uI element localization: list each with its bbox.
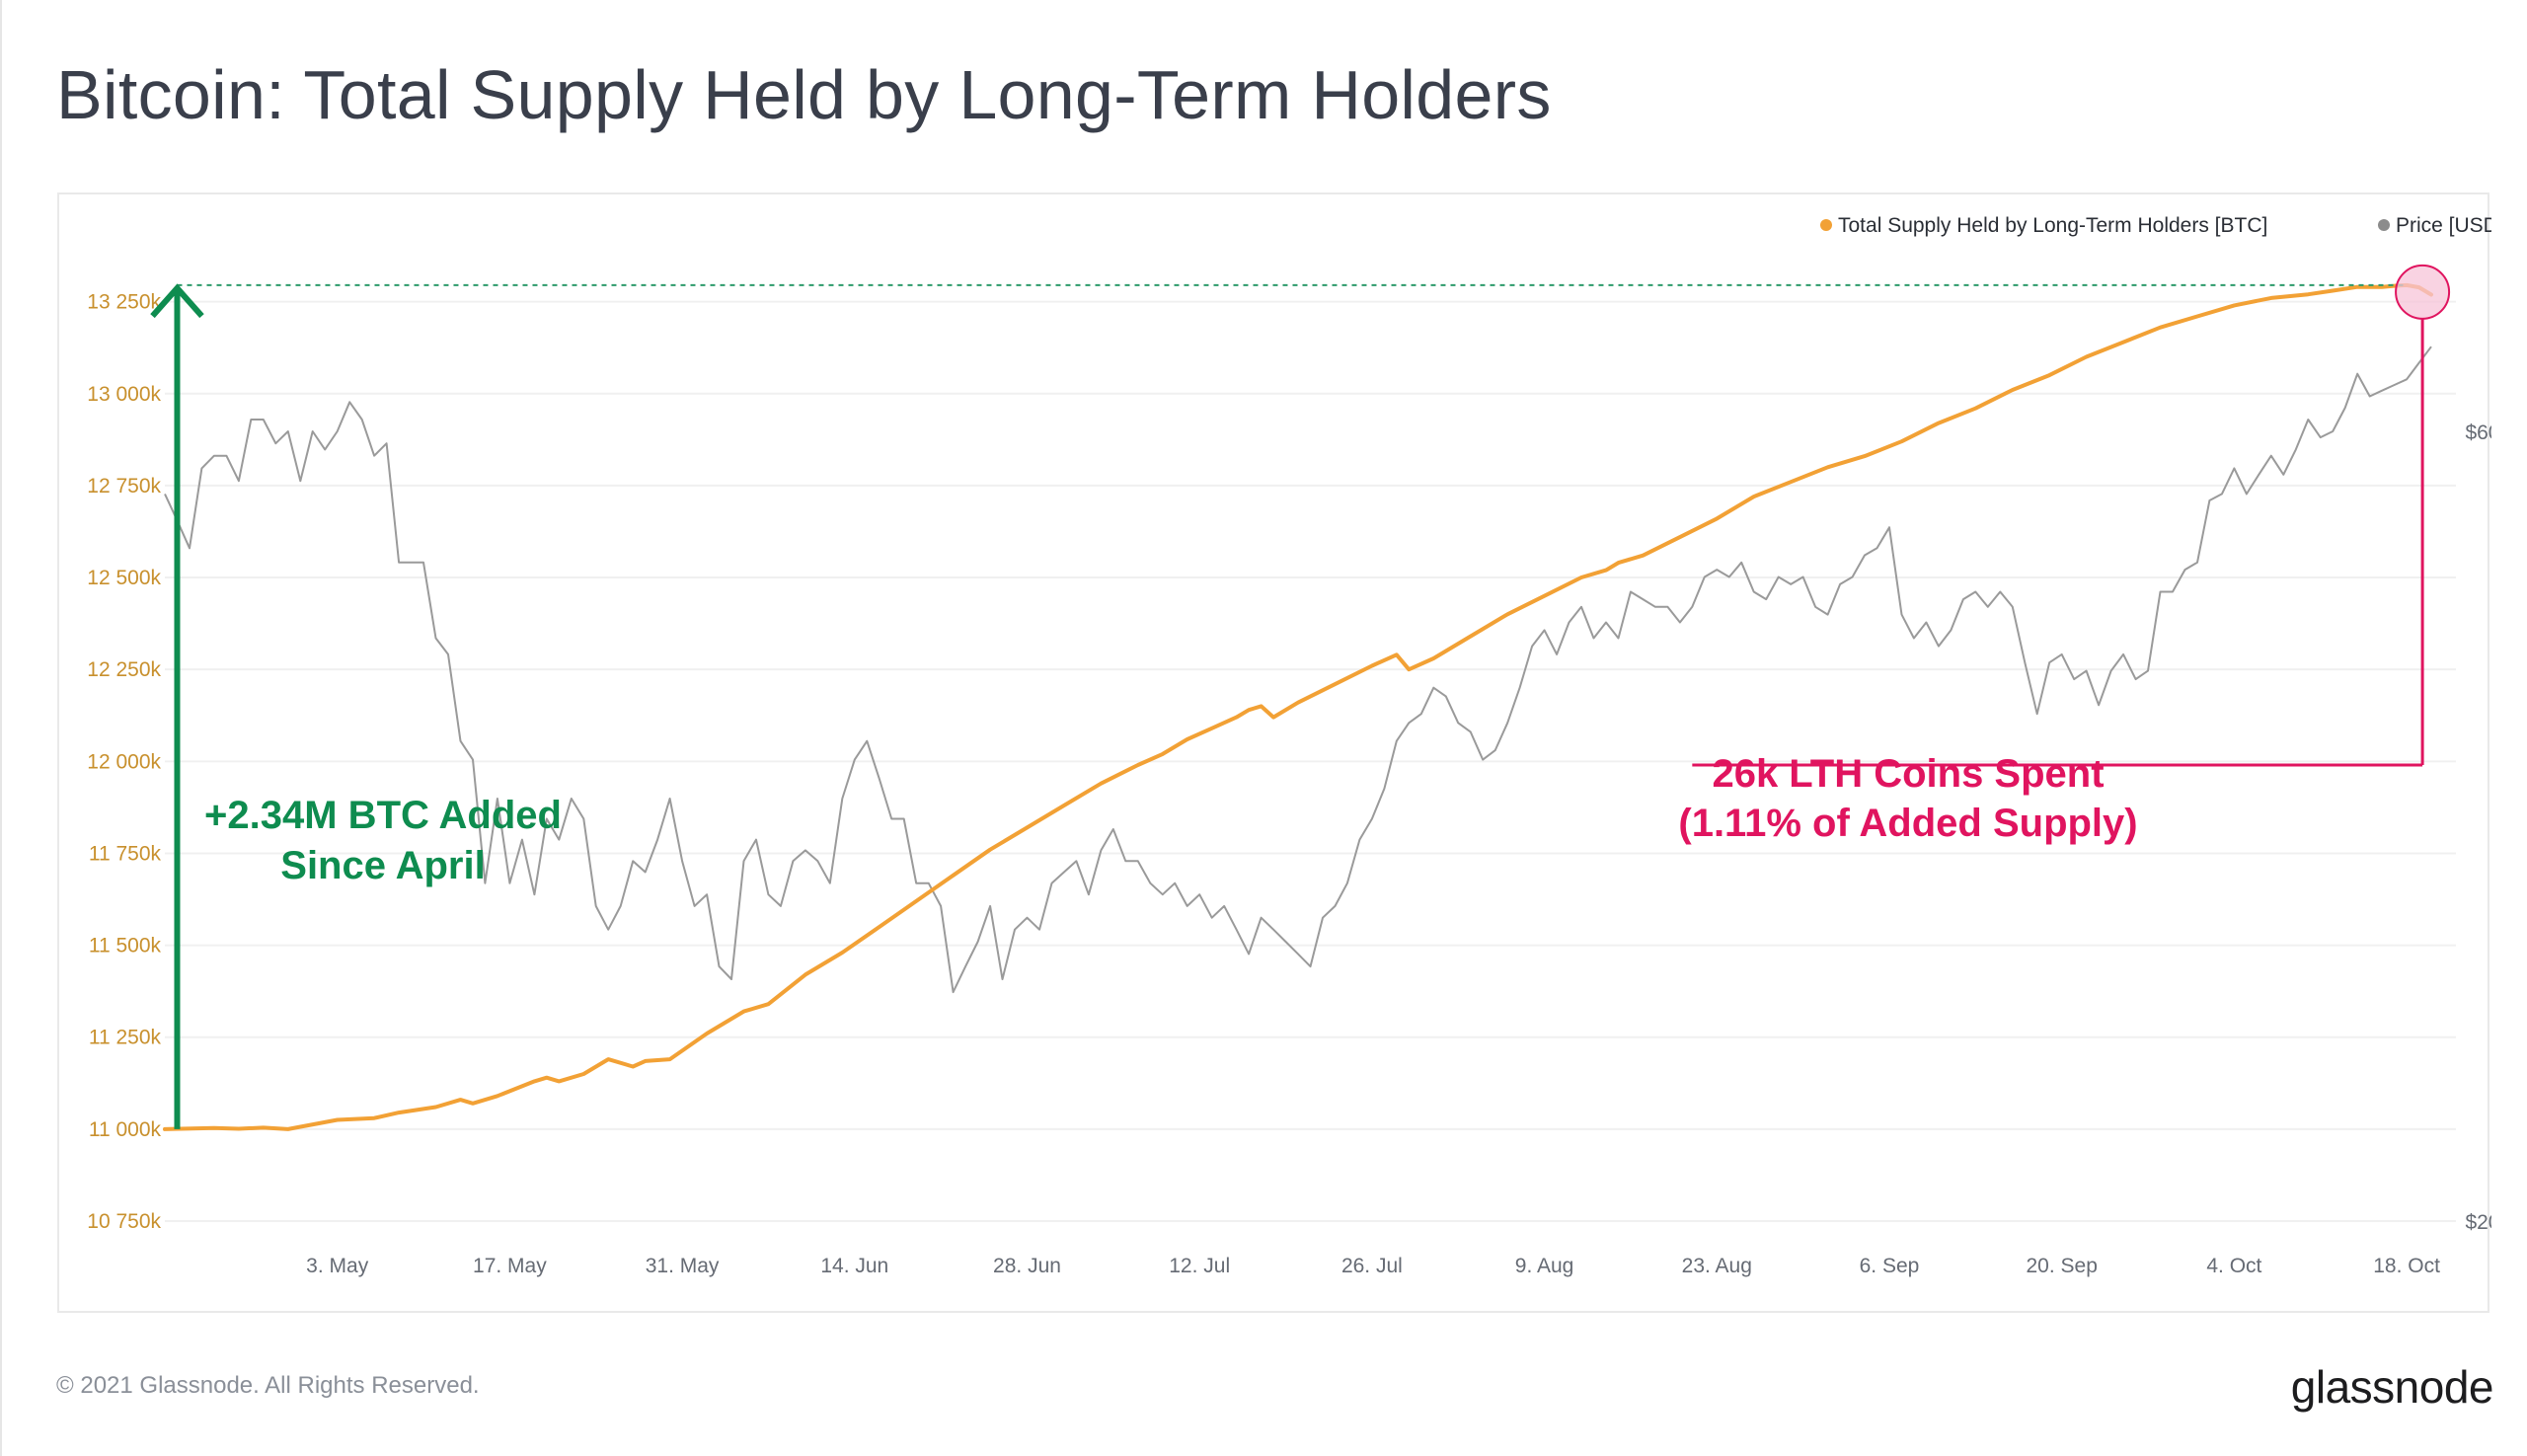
price-series-line (164, 345, 2432, 994)
page-title: Bitcoin: Total Supply Held by Long-Term … (56, 56, 1552, 133)
y-left-tick-label: 13 250k (87, 291, 161, 314)
y-left-tick-label: 12 750k (87, 475, 161, 498)
footer-copyright: © 2021 Glassnode. All Rights Reserved. (56, 1372, 480, 1399)
lth-spent-highlight (2395, 264, 2451, 320)
chart-frame: 10 750k 11 000k 11 250k 11 500k 11 750k 12 00… (57, 192, 2491, 1313)
page-left-border (0, 0, 2, 1456)
x-tick-label: 23. Aug (1682, 1255, 1752, 1277)
added-supply-label-line2: Since April (280, 844, 485, 887)
x-tick-label: 28. Jun (993, 1255, 1061, 1277)
y-left-tick-label: 11 750k (89, 842, 162, 865)
lth-spent-label-line2: (1.11% of Added Supply) (1678, 802, 2137, 845)
x-tick-label: 31. May (646, 1255, 720, 1277)
x-tick-label: 6. Sep (1860, 1255, 1920, 1277)
y-left-tick-label: 12 500k (87, 567, 161, 589)
y-left-tick-label: 10 750k (87, 1210, 161, 1233)
legend-label-supply: Total Supply Held by Long-Term Holders [… (1838, 214, 2267, 237)
lth-spent-label-line1: 26k LTH Coins Spent (1712, 752, 2104, 796)
x-tick-label: 3. May (306, 1255, 369, 1277)
y-right-tick-label: $20k (2465, 1211, 2491, 1234)
x-tick-label: 26. Jul (1341, 1255, 1403, 1277)
x-tick-label: 4. Oct (2206, 1255, 2261, 1277)
x-tick-label: 12. Jul (1169, 1255, 1230, 1277)
y-right-tick-label: $60k (2465, 421, 2491, 444)
glassnode-logo: glassnode (2290, 1361, 2494, 1413)
legend-swatch-price (2378, 219, 2390, 231)
x-tick-label: 14. Jun (820, 1255, 888, 1277)
added-supply-label-line1: +2.34M BTC Added (204, 794, 562, 837)
y-left-tick-label: 12 250k (87, 658, 161, 681)
supply-series-line (163, 282, 2433, 1131)
legend-label-price: Price [USD] (2396, 214, 2491, 237)
x-tick-label: 20. Sep (2026, 1255, 2097, 1277)
x-tick-label: 9. Aug (1515, 1255, 1574, 1277)
added-supply-arrow-head (150, 283, 204, 319)
legend-swatch-supply (1820, 219, 1832, 231)
x-tick-label: 18. Oct (2373, 1255, 2440, 1277)
y-left-tick-label: 11 500k (89, 935, 162, 958)
y-left-tick-label: 11 250k (89, 1027, 162, 1049)
y-left-tick-label: 11 000k (89, 1118, 162, 1141)
x-tick-label: 17. May (473, 1255, 547, 1277)
y-left-tick-label: 12 000k (87, 750, 161, 773)
y-left-tick-label: 13 000k (87, 383, 161, 406)
chart: 10 750k 11 000k 11 250k 11 500k 11 750k 12 00… (87, 214, 2491, 1277)
